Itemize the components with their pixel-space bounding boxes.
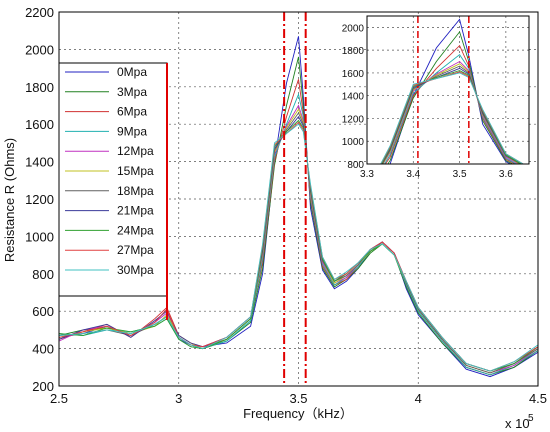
x-tick-label: 2.5 [50,391,68,406]
legend-label: 15Mpa [117,164,154,178]
legend-label: 30Mpa [117,263,154,277]
inset-y-tick-label: 1400 [342,92,365,103]
main-vertical-markers [283,12,307,386]
y-axis-title: Resistance R (Ohms) [2,138,17,262]
x-tick-label: 3 [175,391,182,406]
inset-vertical-markers [417,16,470,164]
legend-label: 0Mpa [117,65,147,79]
x-tick-label: 4.5 [529,391,547,406]
y-tick-label: 400 [32,342,54,357]
legend-label: 3Mpa [117,85,147,99]
inset-y-tick-label: 1200 [342,114,365,125]
main-grid [59,12,538,386]
inset-y-tick-label: 800 [347,160,364,171]
inset-frame [366,15,530,165]
inset-x-tick-label: 3.6 [499,169,513,180]
legend-label: 18Mpa [117,184,154,198]
y-tick-label: 1000 [25,229,54,244]
inset-x-ticks: 3.3 3.4 3.5 3.6 [360,169,513,180]
inset-series-group [380,18,525,164]
x-tick-label: 4 [415,391,422,406]
y-tick-label: 1600 [25,117,54,132]
inset-series-line-30Mpa [380,72,525,164]
main-y-ticks: 200 400 600 800 1000 1200 1400 1600 1800 2000 2200 [25,5,54,394]
inset-y-ticks: 800 1000 1200 1400 1600 1800 2000 [342,23,365,171]
legend: 0Mpa 3Mpa 6Mpa 9Mpa 12Mpa 15Mpa 18Mpa 21Mpa 24Mp… [58,62,168,320]
y-tick-label: 600 [32,304,54,319]
inset-x-tick-label: 3.4 [406,169,420,180]
inset-series-line-3Mpa [387,30,514,164]
y-tick-label: 1200 [25,192,54,207]
inset-y-tick-label: 1800 [342,46,365,57]
legend-label: 24Mpa [117,223,154,237]
x-exponent-power: 5 [528,413,534,424]
y-tick-label: 2200 [25,5,54,20]
x-exponent-label: x 10 [505,416,530,431]
y-tick-label: 200 [32,379,54,394]
inset-y-tick-label: 2000 [342,23,365,34]
main-x-ticks: 2.5 3 3.5 4 4.5 [50,391,547,406]
inset-y-tick-label: 1600 [342,69,365,80]
legend-label: 12Mpa [117,144,154,158]
y-tick-label: 1800 [25,80,54,95]
legend-label: 21Mpa [117,204,154,218]
y-tick-label: 800 [32,267,54,282]
legend-label: 6Mpa [117,105,147,119]
inset-series-line-9Mpa [383,54,518,164]
x-tick-label: 3.5 [289,391,307,406]
legend-box [58,62,168,297]
inset-plot: 3.3 3.4 3.5 3.6 800 1000 1200 1400 1600 1800 2000 [342,15,530,180]
legend-label: 27Mpa [117,243,154,257]
y-tick-label: 2000 [25,42,54,57]
inset-series-line-6Mpa [384,44,517,164]
legend-label: 9Mpa [117,124,147,138]
inset-x-tick-label: 3.3 [360,169,374,180]
x-axis-title: Frequency（kHz） [243,406,353,421]
inset-x-tick-label: 3.5 [453,169,467,180]
y-tick-label: 1400 [25,155,54,170]
inset-y-tick-label: 1000 [342,137,365,148]
